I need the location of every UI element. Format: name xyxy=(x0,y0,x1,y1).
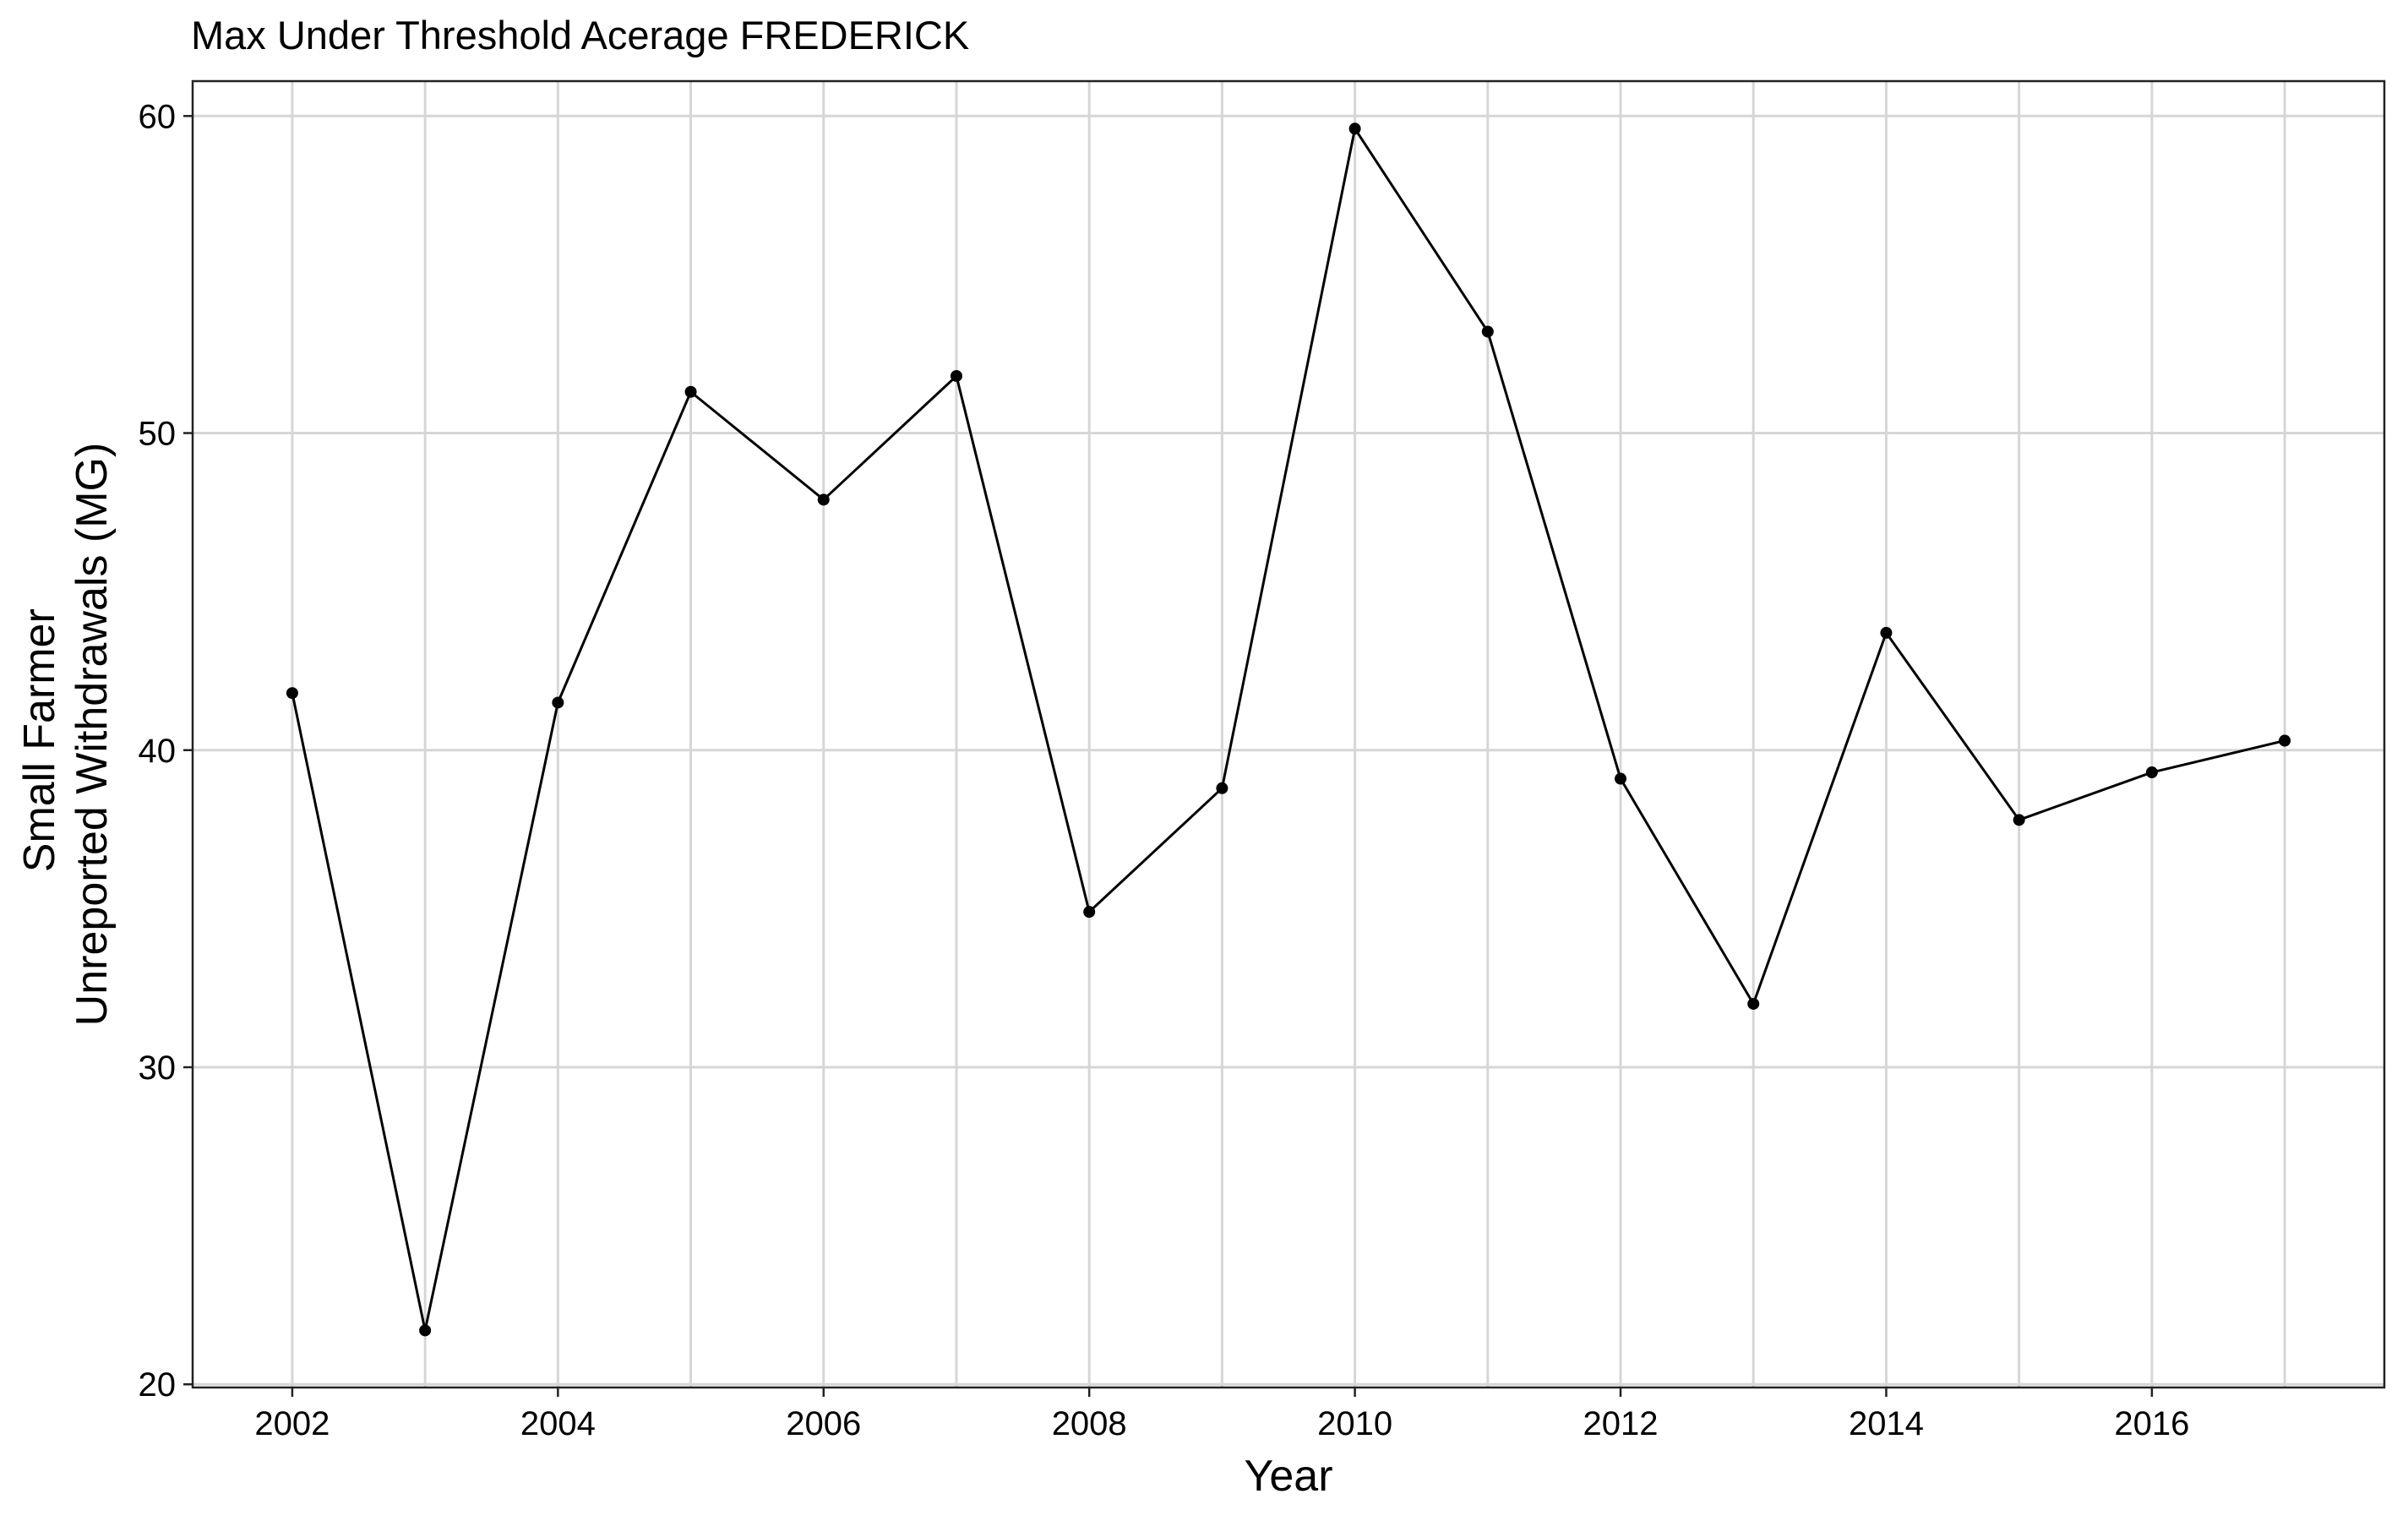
x-axis-title: Year xyxy=(1244,1452,1332,1501)
data-point xyxy=(552,696,564,709)
data-point xyxy=(2013,814,2025,826)
data-point xyxy=(1481,325,1494,338)
y-axis-title: Small Farmer Unreported Withdrawals (MG) xyxy=(15,443,117,1027)
data-point xyxy=(1083,906,1096,919)
x-tick-label: 2006 xyxy=(786,1405,861,1442)
y-tick-label: 30 xyxy=(139,1049,177,1087)
data-point xyxy=(1348,123,1361,135)
data-point xyxy=(1880,626,1893,639)
axes: 20 30 40 50 60 2002 2004 2006 2008 2010 2012 2014 20… xyxy=(139,98,2190,1442)
data-point xyxy=(1615,772,1627,785)
chart-title: Max Under Threshold Acerage FREDERICK xyxy=(191,13,969,57)
series xyxy=(286,123,2291,1337)
x-tick-label: 2012 xyxy=(1583,1405,1659,1442)
x-tick-label: 2002 xyxy=(254,1405,330,1442)
x-tick-label: 2014 xyxy=(1849,1405,1924,1442)
y-axis-title-line-1: Small Farmer xyxy=(15,608,64,872)
data-point xyxy=(950,369,962,382)
data-point xyxy=(817,493,830,506)
data-point xyxy=(286,687,298,700)
y-tick-label: 40 xyxy=(139,733,177,770)
data-point xyxy=(419,1324,432,1337)
data-point xyxy=(1216,782,1229,794)
y-tick-label: 50 xyxy=(139,416,177,453)
x-tick-label: 2016 xyxy=(2114,1405,2189,1442)
x-tick-label: 2008 xyxy=(1052,1405,1127,1442)
data-point xyxy=(1747,997,1760,1010)
x-tick-label: 2010 xyxy=(1317,1405,1392,1442)
y-tick-label: 20 xyxy=(139,1366,177,1404)
data-point xyxy=(2145,766,2158,779)
y-tick-label: 60 xyxy=(139,98,177,135)
data-point xyxy=(2279,734,2291,747)
plot-panel-border xyxy=(191,79,2386,1389)
data-point xyxy=(684,385,697,398)
gridlines xyxy=(193,81,2384,1387)
x-tick-label: 2004 xyxy=(520,1405,596,1442)
y-axis-title-line-2: Unreported Withdrawals (MG) xyxy=(68,443,117,1027)
series-line xyxy=(291,125,2285,1331)
